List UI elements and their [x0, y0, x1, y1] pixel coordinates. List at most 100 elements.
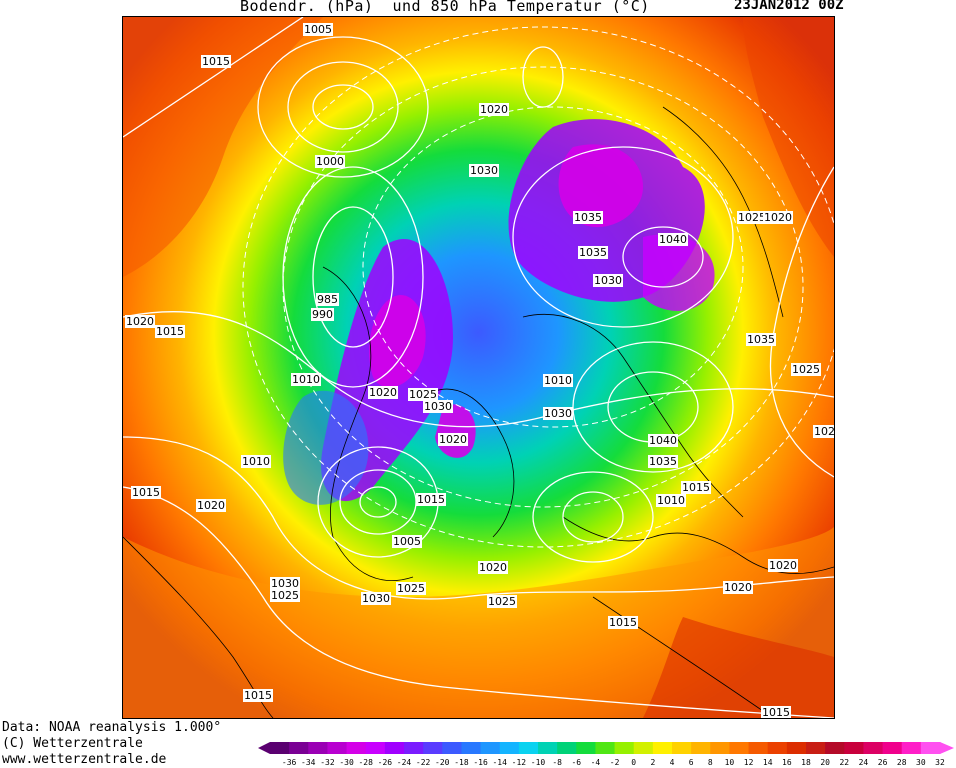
color-scale-tick: 26: [878, 758, 888, 767]
color-scale-tick: -10: [531, 758, 546, 767]
color-scale-swatch: [518, 742, 539, 754]
color-scale-tick: -20: [435, 758, 450, 767]
color-scale-swatch: [920, 742, 941, 754]
pressure-label: 1020: [763, 211, 793, 224]
color-scale-tick: 28: [897, 758, 907, 767]
color-scale-tick: 6: [689, 758, 694, 767]
color-scale-swatch: [691, 742, 711, 754]
weather-map: 1005 1015 1000 985 990 1020 1015 1010 1010 1015 10…: [122, 16, 835, 719]
color-scale-tick: 24: [859, 758, 869, 767]
pressure-label: 1010: [543, 374, 573, 387]
pressure-label: 1030: [469, 164, 499, 177]
pressure-label: 1005: [392, 535, 422, 548]
color-scale-swatch: [308, 742, 328, 754]
color-scale-swatch: [461, 742, 482, 754]
pressure-label: 1015: [761, 706, 791, 719]
pressure-label: 1030: [543, 407, 573, 420]
color-scale-tick: 0: [631, 758, 636, 767]
color-scale-swatch: [901, 742, 922, 754]
pressure-label: 1015: [155, 325, 185, 338]
pressure-label: 1015: [201, 55, 231, 68]
map-title: Bodendr. (hPa) und 850 hPa Temperatur (°…: [240, 0, 650, 15]
pressure-label: 1025: [270, 589, 300, 602]
pressure-label: 1030: [593, 274, 623, 287]
color-scale-tick: 10: [725, 758, 735, 767]
pressure-label: 1035: [573, 211, 603, 224]
color-scale-swatch: [710, 742, 730, 754]
color-scale-tick: -28: [358, 758, 373, 767]
pressure-label: 1020: [723, 581, 753, 594]
color-scale-swatch: [346, 742, 367, 754]
website-link[interactable]: www.wetterzentrale.de: [2, 752, 167, 767]
pressure-label: 1030: [270, 577, 300, 590]
color-scale-tick: -6: [571, 758, 581, 767]
color-scale-tick: -18: [454, 758, 469, 767]
pressure-label: 1010: [656, 494, 686, 507]
pressure-label: 1025: [408, 388, 438, 401]
color-scale-high-arrow: [940, 742, 954, 754]
color-scale-tick: -36: [282, 758, 297, 767]
color-scale-tick: -8: [552, 758, 562, 767]
color-scale-tick: -16: [473, 758, 488, 767]
pressure-label: 985: [316, 293, 339, 306]
color-scale-tick: -30: [339, 758, 354, 767]
pressure-label: 1030: [423, 400, 453, 413]
color-scale-swatch: [786, 742, 807, 754]
color-scale-swatch: [844, 742, 864, 754]
color-scale-swatch: [729, 742, 750, 754]
pressure-label: 1040: [648, 434, 678, 447]
pressure-label: 1020: [196, 499, 226, 512]
pressure-label: 1020: [478, 561, 508, 574]
map-date: 23JAN2012 00Z: [734, 0, 844, 13]
color-scale-swatch: [614, 742, 635, 754]
pressure-label: 1015: [131, 486, 161, 499]
pressure-label: 1015: [416, 493, 446, 506]
pressure-label: 1035: [746, 333, 776, 346]
color-scale-tick: 16: [782, 758, 792, 767]
color-scale-tick: -14: [492, 758, 507, 767]
color-scale-swatch: [882, 742, 903, 754]
color-scale-swatch: [384, 742, 405, 754]
pressure-label: 1040: [658, 233, 688, 246]
color-scale-swatch: [442, 742, 462, 754]
color-scale-swatch: [767, 742, 788, 754]
warm-africa: [643, 617, 834, 718]
pressure-label: 1015: [243, 689, 273, 702]
color-scale-swatch: [289, 742, 309, 754]
color-scale-tick: -2: [610, 758, 620, 767]
color-scale-swatch: [672, 742, 692, 754]
pressure-label: 990: [311, 308, 334, 321]
color-scale-tick: -4: [591, 758, 601, 767]
color-scale-tick: -12: [512, 758, 527, 767]
warm-asia-pacific: [743, 17, 834, 257]
color-scale-low-arrow: [258, 742, 270, 754]
color-scale-swatch: [633, 742, 654, 754]
cool-air-north-america: [283, 390, 369, 505]
warm-subtropics: [123, 527, 834, 718]
color-scale-tick: 8: [708, 758, 713, 767]
pressure-label: 1020: [813, 425, 834, 438]
color-scale-tick: 32: [935, 758, 945, 767]
pressure-label: 1000: [315, 155, 345, 168]
color-scale-swatch: [595, 742, 616, 754]
pressure-label: 1020: [768, 559, 798, 572]
temperature-contours: [242, 26, 834, 548]
color-scale-tick: 22: [839, 758, 849, 767]
copyright: (C) Wetterzentrale: [2, 736, 143, 751]
pressure-label: 1020: [438, 433, 468, 446]
pressure-label: 1025: [396, 582, 426, 595]
pressure-label: 1035: [648, 455, 678, 468]
color-scale-swatch: [825, 742, 845, 754]
color-scale-swatch: [538, 742, 558, 754]
pressure-label: 1035: [578, 246, 608, 259]
color-scale-tick: -24: [397, 758, 412, 767]
color-scale-tick: 14: [763, 758, 773, 767]
color-scale-tick: -32: [320, 758, 335, 767]
color-scale-tick: 20: [820, 758, 830, 767]
color-scale-swatch: [365, 742, 386, 754]
color-scale-swatch: [652, 742, 673, 754]
pressure-label: 1010: [291, 373, 321, 386]
color-scale-tick: -22: [416, 758, 431, 767]
color-scale-swatch: [327, 742, 348, 754]
color-scale-swatch: [423, 742, 443, 754]
